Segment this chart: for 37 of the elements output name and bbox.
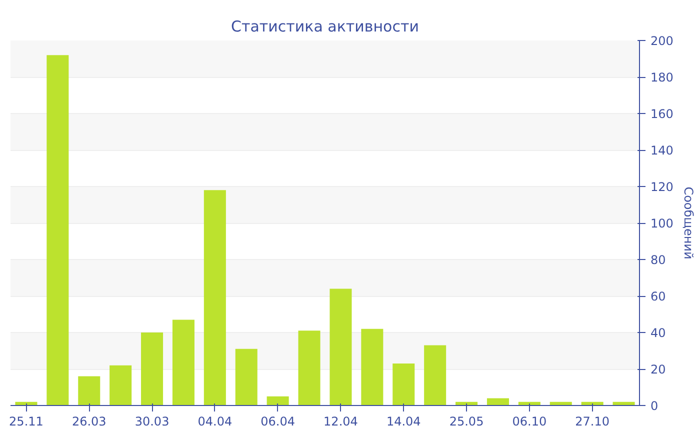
x-tick-label: 25.05 [449,414,484,428]
bar [78,376,100,406]
bar [330,288,352,406]
bar [204,190,226,406]
y-tick-label: 180 [650,70,674,84]
bar [46,55,69,406]
bar [141,332,164,406]
y-tick-label: 140 [650,144,674,158]
chart-title: Статистика активности [231,18,419,36]
bar [424,345,446,406]
bar [172,320,194,406]
bar [392,364,415,406]
y-tick-label: 100 [650,216,674,230]
y-tick-label: 0 [650,399,658,413]
x-tick-label: 12.04 [324,414,358,428]
x-tick-label: 04.04 [198,414,232,428]
y-tick-label: 120 [650,180,674,194]
bar [298,330,320,406]
x-tick-label: 27.10 [575,414,610,428]
y-tick-label: 40 [650,326,666,340]
x-tick-label: 14.04 [386,414,421,428]
y-tick-label: 20 [650,362,666,376]
x-tick-label: 26.03 [72,414,106,428]
bar [361,328,384,406]
y-tick-label: 160 [650,107,674,121]
bar [110,365,132,406]
x-tick-label: 06.10 [512,414,547,428]
y-axis-title: Сообщений [681,186,696,260]
x-tick-label: 25.11 [9,414,44,428]
bar [486,398,509,406]
y-tick-label: 60 [650,290,666,304]
y-tick-label: 200 [650,34,674,48]
x-tick-label: 30.03 [134,414,170,428]
bar [235,348,258,406]
x-tick-label: 06.04 [260,414,296,428]
y-tick-label: 80 [650,253,666,267]
bar [266,396,289,406]
